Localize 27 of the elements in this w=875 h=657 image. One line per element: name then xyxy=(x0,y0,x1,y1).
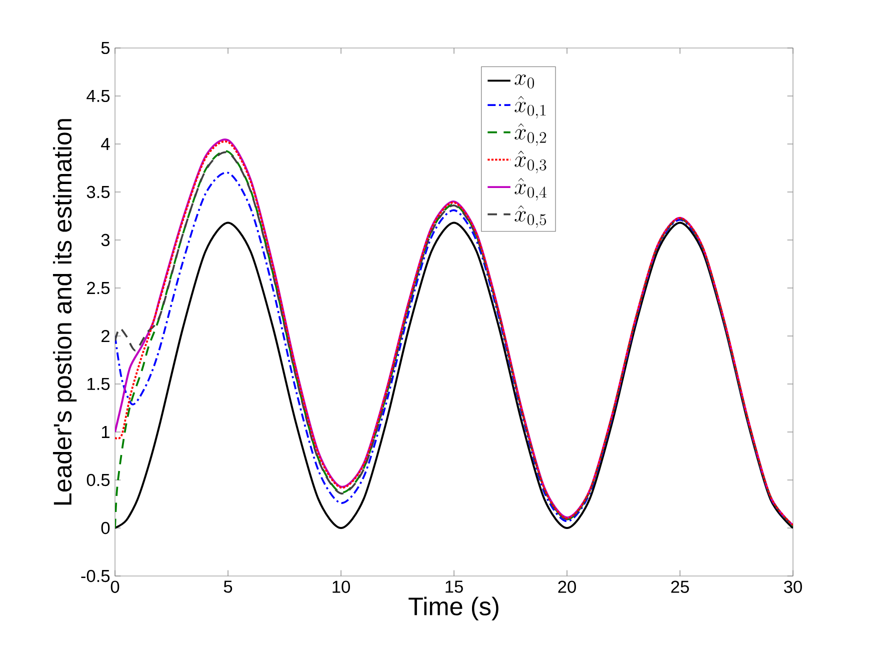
x-tick-label: 10 xyxy=(332,580,350,593)
x-tick-label: 25 xyxy=(671,580,689,593)
legend-label: $\hat{x}_{0,3}$ xyxy=(514,150,546,174)
y-tick-label: -0.5 xyxy=(81,570,110,582)
legend-label: $\hat{x}_{0,5}$ xyxy=(514,205,546,228)
legend-label: $\hat{x}_{0,4}$ xyxy=(514,178,546,201)
y-tick-label: 5 xyxy=(101,42,110,54)
y-tick-label: 4.5 xyxy=(86,90,110,102)
legend-label: $x_0$ xyxy=(514,74,534,88)
x-tick-label: 5 xyxy=(224,580,232,593)
legend-label: $\hat{x}_{0,1}$ xyxy=(514,96,546,119)
y-axis-title: Leader's postion and its estimation xyxy=(52,119,77,505)
y-tick-label: 1 xyxy=(102,426,110,438)
y-tick-label: 3 xyxy=(101,234,110,246)
x-tick-label: 0 xyxy=(110,580,120,593)
y-tick-label: 2.5 xyxy=(87,282,110,294)
y-tick-label: 0.5 xyxy=(86,474,110,486)
y-tick-label: 0 xyxy=(101,522,110,534)
x-tick-label: 15 xyxy=(446,580,463,593)
y-tick-label: 2 xyxy=(102,330,110,342)
x-tick-label: 30 xyxy=(784,580,802,593)
y-tick-label: 3.5 xyxy=(86,186,110,198)
legend-label: $\hat{x}_{0,2}$ xyxy=(514,123,546,146)
x-axis-title: Time (s) xyxy=(408,596,498,620)
y-tick-label: 4 xyxy=(101,138,110,150)
x-tick-label: 20 xyxy=(558,580,576,593)
y-tick-label: 1.5 xyxy=(88,378,110,390)
